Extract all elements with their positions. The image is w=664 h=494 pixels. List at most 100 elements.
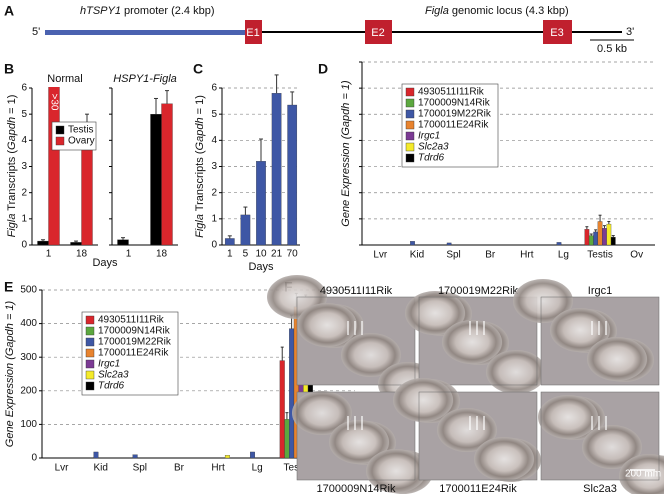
bar (284, 419, 290, 459)
bar (584, 229, 590, 246)
micrograph-border (540, 296, 660, 386)
y-axis-label-part: Figla (6, 214, 18, 238)
tubule (292, 391, 352, 435)
micrograph-label: 1700019M22Rik (438, 285, 519, 297)
legend-box (401, 83, 499, 168)
x-tick-label: Spl (133, 463, 147, 474)
micrograph-border (540, 391, 660, 481)
tubule (587, 337, 647, 381)
tubule (582, 425, 642, 469)
y-tick-label: 400 (20, 318, 37, 329)
bar (224, 238, 235, 246)
exon-label: E2 (371, 27, 384, 39)
y-tick-label: 300 (20, 352, 37, 363)
exon (365, 20, 392, 44)
micrograph (393, 378, 541, 482)
error-bar (585, 226, 589, 230)
x-tick-label: Lg (252, 463, 263, 474)
panel-label: B (4, 61, 14, 77)
x-tick-label: 5 (243, 249, 249, 260)
error-bar (121, 237, 125, 240)
tubule (366, 449, 426, 493)
y-tick-label: 1 (21, 213, 27, 224)
x-tick-label: Lg (558, 250, 569, 261)
tubule (538, 395, 598, 439)
micrograph-label: 4930511I11Rik (320, 285, 393, 297)
legend-label: 1700011E24Rik (98, 348, 169, 359)
x-tick-label: Testis (284, 463, 310, 474)
locus-label: Figla genomic locus (4.3 kbp) (425, 5, 569, 17)
value-label: >30 (48, 94, 59, 111)
y-axis-label-part: Transcripts ( (194, 150, 206, 214)
tubule (341, 333, 401, 377)
bar (37, 240, 49, 245)
x-axis-label: Days (92, 257, 118, 269)
error-bar (607, 220, 611, 225)
y-tick-label: 500 (20, 285, 37, 296)
panel-label: A (4, 3, 14, 19)
bar (588, 235, 594, 246)
tubule (442, 320, 502, 364)
error-bar (602, 225, 606, 229)
micrograph-label: 1700009N14Rik (317, 483, 396, 494)
y-tick-label: 4 (21, 135, 27, 146)
micrograph-border (296, 296, 416, 386)
three-prime: 3' (626, 26, 634, 38)
micrograph-border (418, 391, 538, 481)
tubule (550, 308, 610, 352)
y-tick-label: 0 (211, 240, 217, 251)
x-tick-label: 21 (271, 249, 283, 260)
error-bar (41, 239, 45, 242)
legend-swatch (85, 348, 95, 358)
micrograph-label: Slc2a3 (583, 483, 617, 494)
y-tick-label: 0 (31, 453, 37, 464)
legend-swatch (405, 131, 415, 141)
error-bar (280, 346, 284, 361)
micrograph (405, 291, 546, 394)
y-axis-label: Gene Expression (Gapdh = 1) (4, 300, 16, 447)
bar (256, 161, 266, 246)
error-bar (274, 74, 279, 94)
error-bar (165, 90, 169, 104)
y-tick-label: 3 (21, 161, 27, 172)
x-tick-label: Ov (630, 250, 643, 261)
promoter-segment (45, 30, 250, 35)
y-axis-label-part: Gapdh (6, 117, 18, 150)
legend-label: Tdrd6 (98, 381, 125, 392)
bar (597, 221, 603, 246)
x-tick-label: Hrt (520, 250, 534, 261)
y-axis-label-part: Transcripts ( (6, 150, 18, 214)
legend-label: 4930511I11Rik (418, 87, 485, 98)
x-tick-label: Br (174, 463, 185, 474)
y-axis-label-part: = 1) (194, 95, 206, 117)
y-tick-label: 4 (211, 135, 217, 146)
x-tick-label: 10 (255, 249, 267, 260)
legend-swatch (85, 370, 95, 380)
legend-label: 1700009N14Rik (98, 326, 171, 337)
exon (245, 20, 262, 44)
x-tick-label: Hrt (211, 463, 225, 474)
y-tick-label: 5 (21, 109, 27, 120)
legend-label: 1700011E24Rik (418, 120, 489, 131)
micrograph-border (418, 296, 538, 386)
bar (610, 237, 616, 246)
promoter-label: hTSPY1 promoter (2.4 kbp) (80, 5, 215, 17)
y-tick-label: 5 (211, 109, 217, 120)
legend-label: Testis (68, 125, 94, 136)
exon-label: E1 (246, 27, 259, 39)
x-tick-label: Kid (93, 463, 107, 474)
bar (224, 455, 230, 459)
y-axis-label-part: = 1) (340, 80, 352, 103)
bar (132, 454, 138, 459)
legend-swatch (55, 136, 65, 146)
legend-swatch (85, 381, 95, 391)
legend-swatch (55, 125, 65, 135)
y-axis-label-part: Figla (194, 214, 206, 238)
scale-bar-label: 200 mm (625, 469, 661, 480)
legend-swatch (405, 120, 415, 130)
exon-label: E3 (550, 27, 563, 39)
exon (543, 20, 572, 44)
legend-swatch (85, 337, 95, 347)
x-tick-label: Lvr (373, 250, 388, 261)
